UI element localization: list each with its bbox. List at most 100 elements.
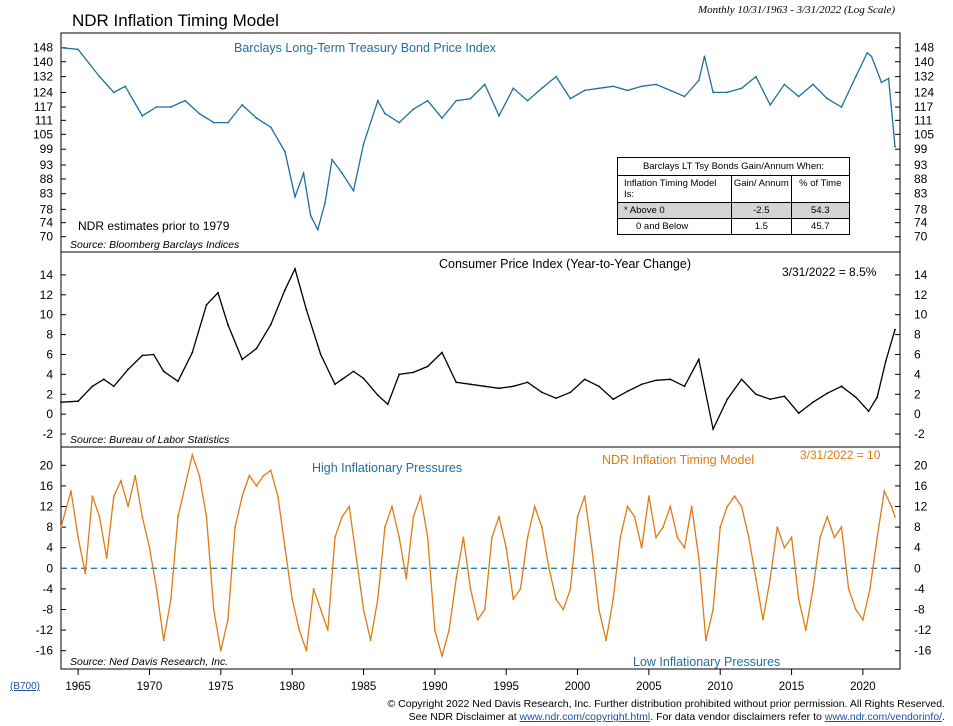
data-point [441, 117, 443, 119]
y-tick-label-left: 105 [33, 127, 53, 141]
data-point [294, 268, 296, 270]
data-point [369, 639, 372, 642]
data-point [498, 387, 500, 390]
data-point [598, 385, 600, 388]
data-point [726, 91, 729, 94]
data-point [248, 474, 251, 477]
data-point [569, 391, 572, 394]
data-point [783, 395, 786, 398]
data-point [533, 505, 536, 508]
data-point [319, 608, 322, 611]
data-point [797, 95, 800, 98]
data-point [341, 515, 343, 518]
cpi-source: Source: Bureau of Labor Statistics [70, 434, 230, 446]
data-point [612, 85, 615, 88]
data-point [455, 381, 458, 384]
data-point [640, 85, 643, 88]
data-point [455, 99, 458, 102]
data-point [626, 89, 629, 92]
x-tick-label: 2000 [565, 681, 591, 693]
data-point [405, 577, 408, 580]
data-point [583, 495, 586, 498]
data-point [612, 598, 615, 601]
data-point [262, 474, 265, 477]
y-tick-label-left: 140 [33, 55, 53, 69]
data-point [826, 392, 829, 395]
y-tick-label-left: 8 [46, 328, 53, 342]
y-tick-label-left: 83 [40, 187, 54, 201]
data-point [826, 97, 829, 100]
chart-code-link[interactable]: (B700) [10, 681, 41, 692]
data-point [198, 474, 201, 477]
y-tick-label-right: 93 [914, 158, 928, 172]
gain-table-row-gain: -2.5 [731, 203, 790, 218]
data-point [740, 378, 743, 381]
data-point [833, 536, 836, 539]
data-point [826, 515, 829, 518]
data-point [412, 515, 415, 518]
y-tick-label-left: 132 [33, 70, 53, 84]
data-point [498, 114, 500, 117]
data-point [812, 588, 814, 590]
data-point [690, 505, 693, 508]
x-tick-label: 1990 [422, 681, 448, 693]
data-point [91, 495, 94, 498]
vendorinfo-link[interactable]: www.ndr.com/vendorinfo/ [824, 711, 943, 723]
data-point [355, 557, 358, 559]
y-tick-label-right: 132 [914, 70, 934, 84]
gain-table-header-pct: % of Time [790, 176, 849, 202]
data-point [217, 291, 219, 294]
data-point [141, 354, 144, 357]
gain-table-row-pct: 54.3 [790, 203, 849, 218]
copyright-text: © Copyright 2022 Ned Davis Research, Inc… [387, 698, 946, 710]
disclaimer-prefix: See NDR Disclaimer at [408, 711, 520, 723]
y-tick-label-right: 105 [914, 127, 934, 141]
data-point [819, 536, 821, 539]
gain-table: Barclays LT Tsy Bonds Gain/Annum When: I… [617, 157, 850, 235]
low-pressures-label: Low Inflationary Pressures [633, 655, 780, 669]
data-point [284, 288, 286, 291]
data-point [383, 112, 386, 115]
copyright-link[interactable]: www.ndr.com/copyright.html [519, 711, 651, 723]
bond-index-title: Barclays Long-Term Treasury Bond Price I… [234, 41, 497, 55]
y-tick-label-left: -8 [42, 603, 53, 617]
data-point [383, 526, 386, 528]
data-point [469, 588, 472, 590]
data-point [491, 536, 493, 539]
data-point [255, 117, 258, 119]
data-point [269, 469, 272, 472]
data-point [376, 99, 379, 102]
data-point [127, 505, 129, 508]
x-tick-label: 2010 [707, 681, 733, 693]
x-tick-label: 1965 [65, 681, 91, 693]
data-point [462, 536, 465, 539]
y-tick-label-left: 16 [40, 479, 54, 493]
data-point [227, 618, 229, 621]
data-point [726, 398, 729, 401]
gain-table-row: * Above 0 -2.5 54.3 [618, 203, 849, 219]
data-point [77, 400, 80, 403]
data-point [633, 515, 636, 518]
data-point [598, 608, 600, 611]
data-point [319, 353, 322, 356]
data-point [331, 158, 334, 161]
x-tick-label: 2020 [850, 681, 876, 693]
data-point [880, 81, 883, 84]
y-tick-label-left: 111 [35, 113, 54, 127]
data-point [284, 546, 286, 549]
y-tick-label-right: 99 [914, 142, 928, 156]
data-point [341, 378, 343, 381]
series-line [60, 452, 896, 659]
data-point [526, 381, 529, 384]
data-point [697, 358, 700, 361]
data-point [426, 365, 429, 368]
y-tick-label-left: 148 [33, 41, 53, 55]
data-point [890, 505, 893, 508]
y-tick-label-right: 12 [914, 288, 928, 302]
data-point [783, 83, 786, 86]
y-tick-label-right: 4 [914, 367, 921, 381]
y-tick-label-left: -4 [42, 582, 53, 596]
data-point [884, 360, 887, 363]
data-point [683, 95, 686, 98]
data-point [284, 150, 286, 153]
